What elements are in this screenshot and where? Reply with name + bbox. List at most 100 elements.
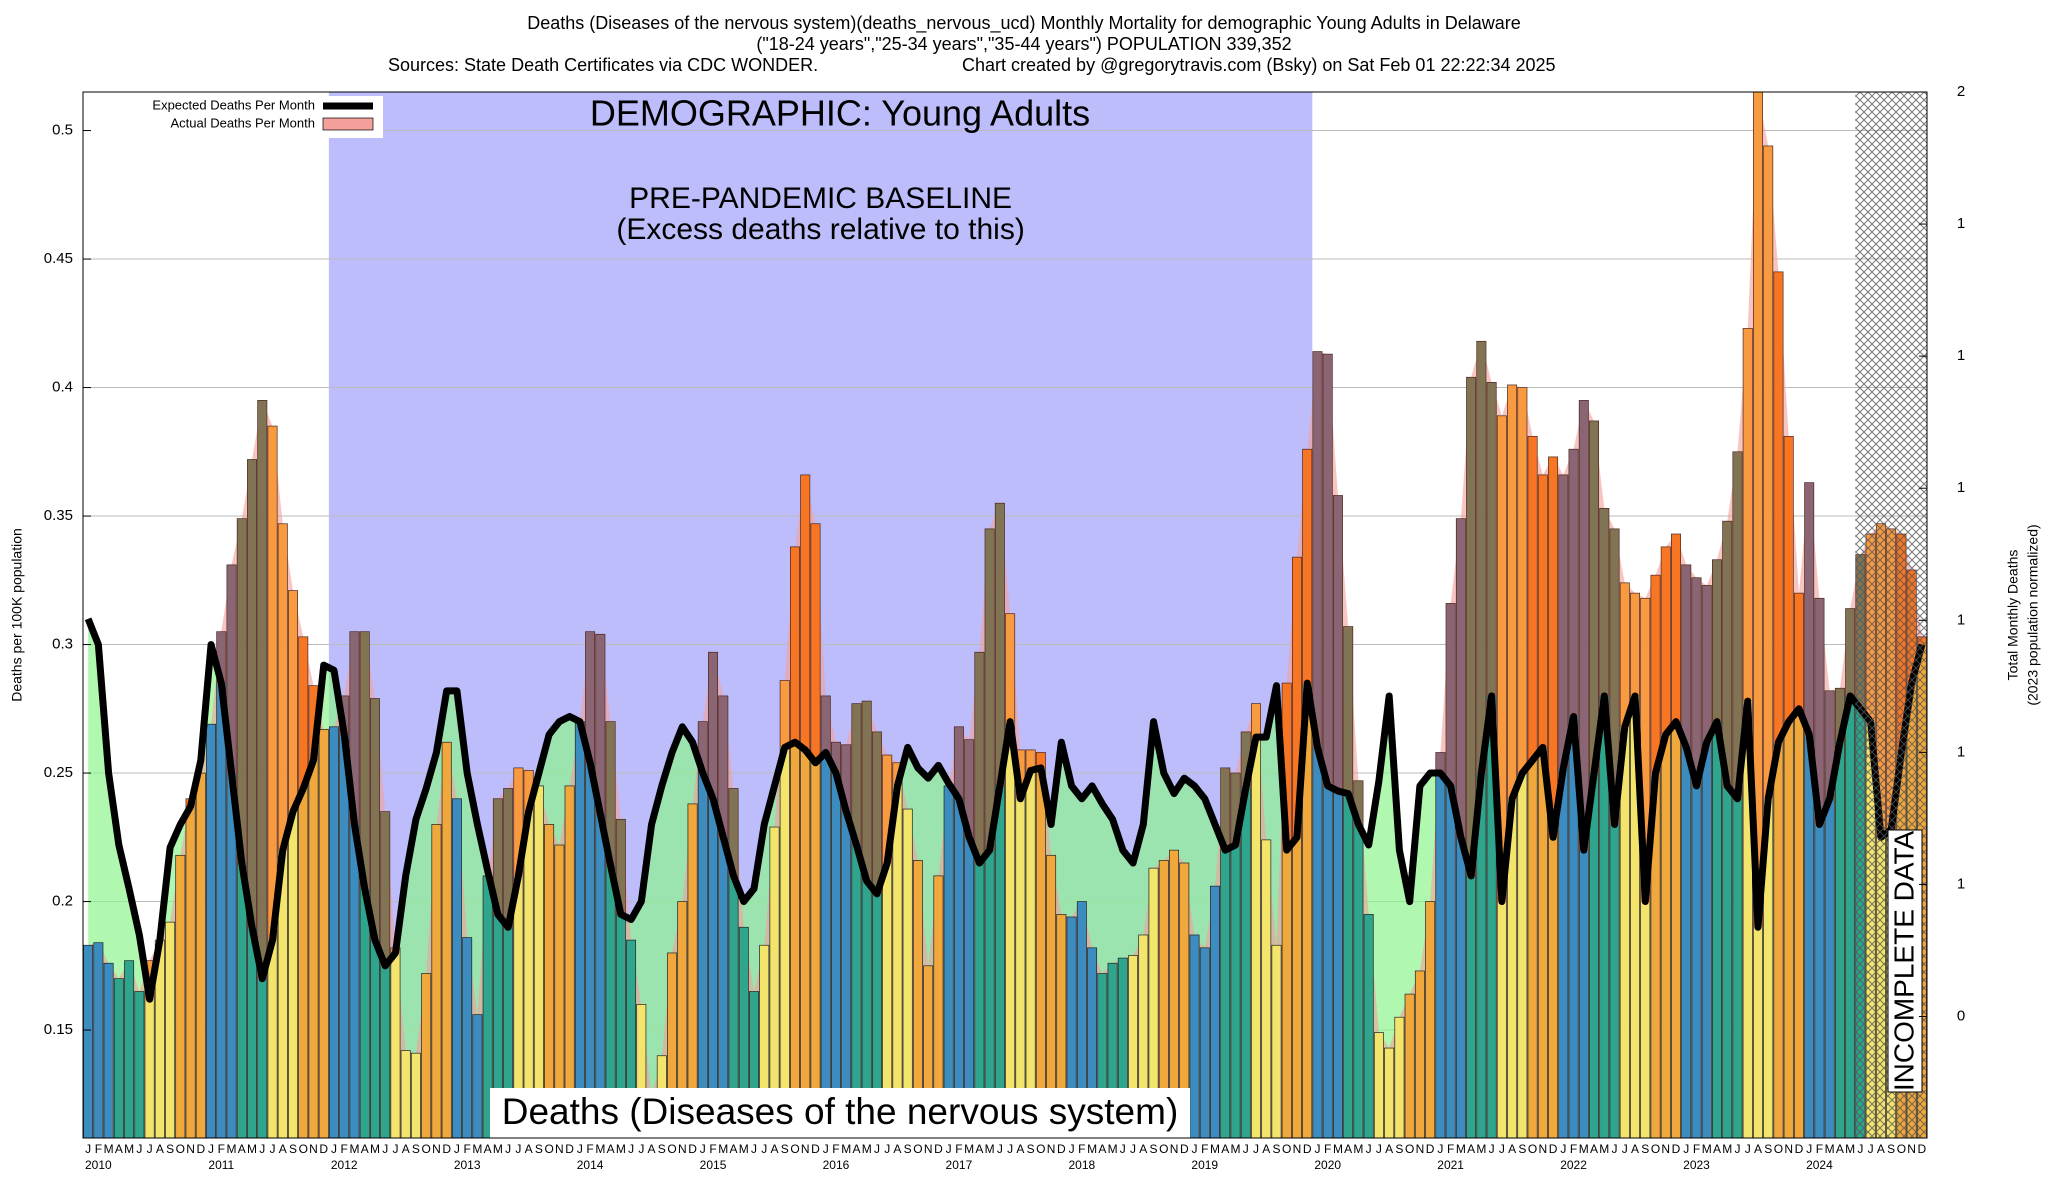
x-tick-label: M (1231, 1142, 1241, 1156)
x-tick-label: O (1036, 1142, 1045, 1156)
x-tick-label: O (1528, 1142, 1537, 1156)
x-tick-label: N (1907, 1142, 1916, 1156)
bar (738, 926, 749, 1138)
excess-overlay (1343, 626, 1353, 794)
bar (964, 739, 975, 1138)
bar (830, 741, 841, 1138)
x-tick-label: A (1016, 1142, 1024, 1156)
x-tick-label: A (852, 1142, 860, 1156)
x-tick-label: M (1579, 1142, 1589, 1156)
x-tick-label: M (616, 1142, 626, 1156)
y-tick-label: 0.15 (44, 1021, 73, 1038)
bar (1609, 528, 1620, 1138)
x-tick-label: D (1672, 1142, 1681, 1156)
x-tick-label: O (299, 1142, 308, 1156)
x-tick-label: O (790, 1142, 799, 1156)
excess-overlay (1814, 598, 1825, 825)
x-tick-label: F (955, 1142, 962, 1156)
x-tick-label: F (463, 1142, 470, 1156)
bar (892, 762, 903, 1138)
x-tick-label: M (1722, 1142, 1732, 1156)
x-tick-label: J (331, 1142, 337, 1156)
bar (790, 546, 800, 1138)
x-tick-label: N (1784, 1142, 1793, 1156)
bar (554, 844, 565, 1138)
excess-overlay (1671, 534, 1681, 722)
x-tick-label: A (1877, 1142, 1885, 1156)
bar (1834, 687, 1845, 1138)
bar (247, 459, 258, 1138)
x-tick-label: A (1836, 1142, 1844, 1156)
bar (1271, 944, 1282, 1138)
x-tick-label: D (1918, 1142, 1927, 1156)
excess-overlay (1732, 451, 1743, 799)
excess-overlay (995, 503, 1005, 786)
x-tick-label: A (1385, 1142, 1393, 1156)
excess-overlay (1630, 593, 1640, 696)
bar (206, 723, 217, 1138)
excess-overlay (1241, 731, 1251, 789)
bar (400, 1050, 411, 1138)
x-tick-label: M (1825, 1142, 1835, 1156)
bar (441, 741, 452, 1138)
bar (1414, 970, 1425, 1138)
bar (1343, 626, 1354, 1138)
excess-overlay (257, 400, 267, 979)
x-tick-label: J (1069, 1142, 1075, 1156)
bar (1097, 973, 1108, 1138)
x-tick-label: A (770, 1142, 778, 1156)
x-tick-label: J (628, 1142, 634, 1156)
bar (1701, 585, 1712, 1138)
x-year-label: 2024 (1806, 1158, 1833, 1172)
x-tick-label: J (1437, 1142, 1443, 1156)
incomplete-box (1887, 829, 1923, 1093)
x-year-label: 2018 (1068, 1158, 1095, 1172)
x-tick-label: O (1405, 1142, 1414, 1156)
y-axis-label: Deaths per 100K population (9, 528, 25, 702)
x-tick-label: A (1098, 1142, 1106, 1156)
incomplete-label: INCOMPLETE DATA (1888, 831, 1919, 1092)
x-tick-label: N (801, 1142, 810, 1156)
x-tick-label: A (402, 1142, 410, 1156)
y-tick-label: 0.2 (52, 893, 73, 910)
excess-overlay (1702, 585, 1712, 743)
bar (800, 474, 811, 1138)
x-tick-label: O (1159, 1142, 1168, 1156)
x-tick-label: F (1447, 1142, 1454, 1156)
bar (1087, 947, 1098, 1138)
bar (1363, 914, 1374, 1138)
excess-overlay (1036, 752, 1046, 768)
excess-overlay (954, 726, 964, 799)
x-tick-label: J (85, 1142, 91, 1156)
bar (124, 960, 135, 1138)
bar (1281, 682, 1292, 1138)
expected-line (84, 617, 1926, 1003)
bar (390, 947, 401, 1138)
bar (1752, 92, 1763, 1138)
x-year-label: 2021 (1437, 1158, 1464, 1172)
excess-overlay (1599, 508, 1609, 696)
x-year-label: 2012 (331, 1158, 358, 1172)
bar (615, 818, 626, 1138)
x-tick-label: J (270, 1142, 276, 1156)
bar (1824, 690, 1835, 1138)
excess-overlay (1476, 341, 1486, 774)
chart-title: Deaths (Diseases of the nervous system)(… (527, 13, 1521, 34)
excess-overlay (1302, 449, 1312, 684)
x-tick-label: A (279, 1142, 287, 1156)
x-tick-label: J (1007, 1142, 1013, 1156)
x-tick-label: J (761, 1142, 767, 1156)
x-tick-label: J (1622, 1142, 1628, 1156)
x-tick-label: D (1180, 1142, 1189, 1156)
bar (943, 785, 954, 1138)
x-tick-label: S (781, 1142, 789, 1156)
x-tick-label: J (1130, 1142, 1136, 1156)
bar (779, 680, 790, 1138)
excess-overlay (1507, 384, 1517, 799)
excess-overlay (616, 819, 626, 915)
y2-axis-label: (2023 population normalized) (2025, 524, 2041, 705)
bar (1025, 749, 1036, 1138)
bar (1332, 495, 1343, 1138)
bar (974, 651, 985, 1138)
y2-tick-label: 0 (1957, 1007, 1965, 1024)
